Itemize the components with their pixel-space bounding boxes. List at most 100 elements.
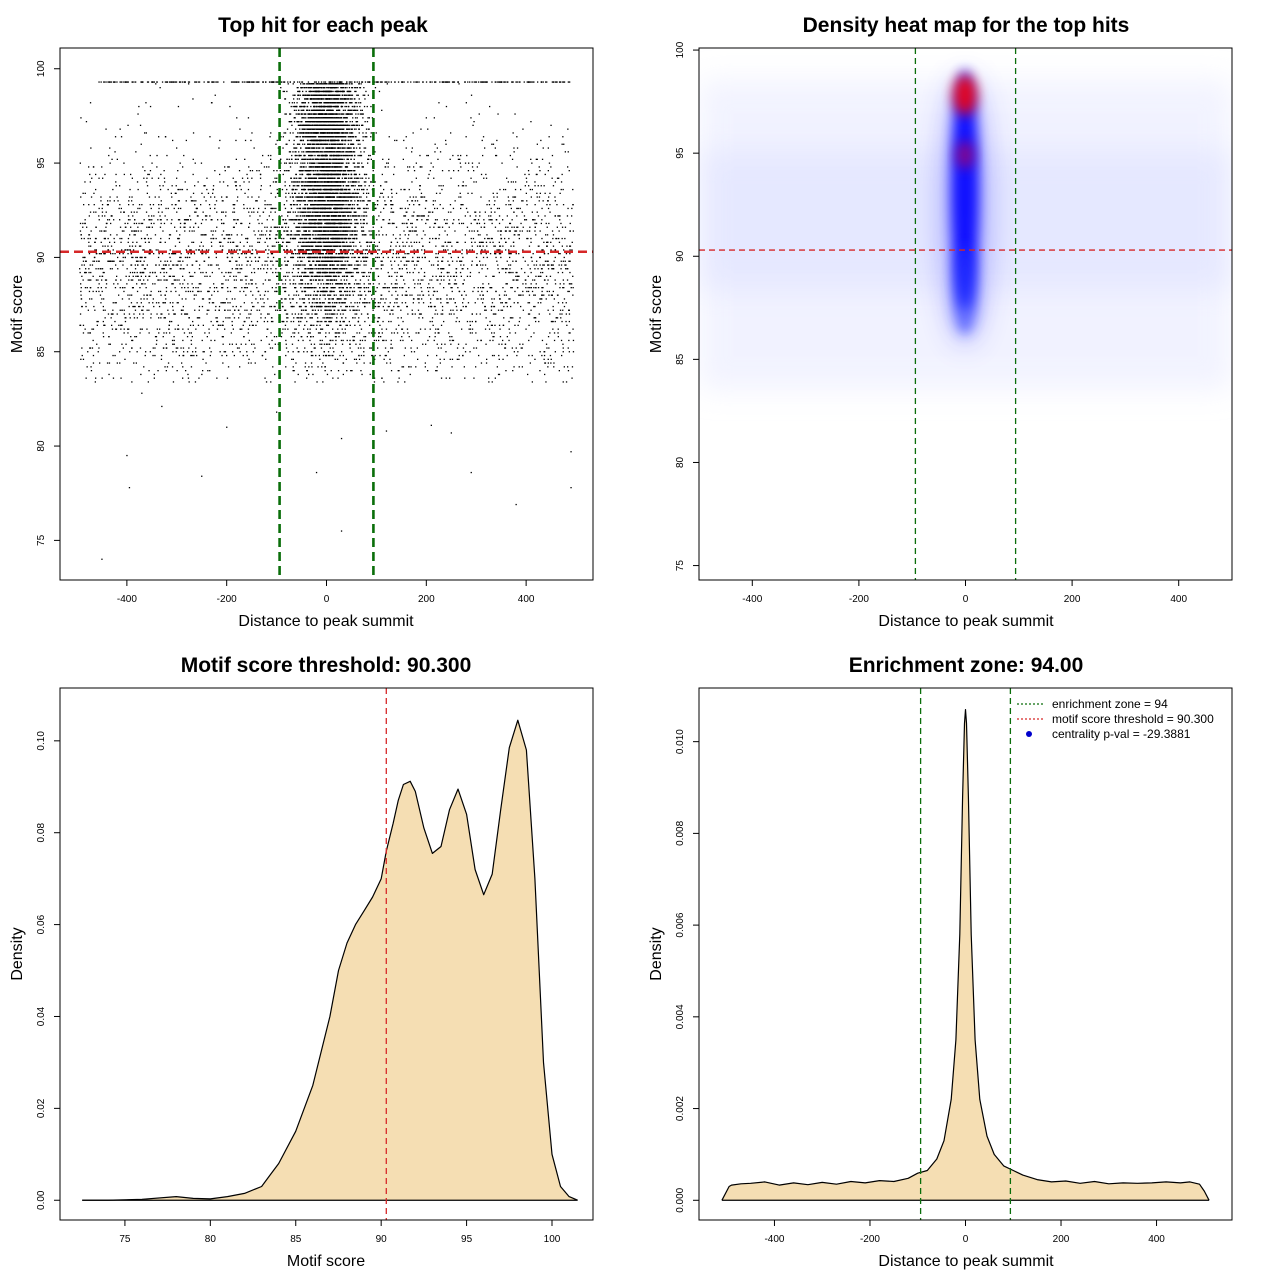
scatter-point [530,283,532,285]
scatter-point [273,336,276,338]
scatter-point [539,275,541,277]
scatter-point [450,309,452,311]
scatter-point [138,105,140,108]
scatter-point [297,256,299,259]
scatter-point [517,302,519,304]
scatter-point [105,211,107,213]
scatter-point [360,151,362,153]
scatter-point [280,234,282,236]
scatter-point [253,271,256,274]
scatter-point [471,313,473,315]
scatter-point [531,354,533,357]
scatter-point [326,373,329,376]
scatter-point [409,271,411,274]
scatter-point [539,370,541,372]
scatter-point [104,324,106,326]
scatter-point [540,275,542,277]
scatter-point [552,328,554,330]
scatter-point [454,200,456,202]
scatter-point [528,313,531,315]
scatter-point [364,339,366,342]
scatter-point [439,362,441,364]
scatter-point [257,302,259,304]
scatter-point [386,181,388,183]
scatter-point [227,366,230,368]
scatter-point [428,283,430,285]
scatter-point [166,154,168,157]
scatter-point [340,298,342,300]
scatter-point [138,279,140,281]
scatter-point [151,219,153,221]
scatter-point [98,260,100,262]
scatter-point [486,234,488,236]
scatter-point [100,287,102,289]
scatter-point [347,192,349,194]
scatter-point [392,211,395,213]
scatter-point [407,332,409,334]
scatter-point [407,166,409,168]
scatter-point [312,294,315,296]
scatter-point [98,283,100,285]
scatter-point [413,264,416,266]
scatter-point [339,320,341,323]
scatter-point [492,143,495,145]
scatter-point [560,188,562,191]
scatter-point [422,302,425,304]
scatter-point [264,234,267,236]
scatter-point [447,241,449,243]
scatter-point [152,298,154,300]
scatter-point [315,354,317,357]
scatter-point [520,222,522,225]
scatter-point [150,294,152,296]
scatter-point [359,215,361,217]
scatter-point [106,362,109,364]
scatter-point [369,324,371,326]
scatter-point [127,294,129,296]
scatter-point [548,136,550,138]
scatter-point [285,298,287,300]
scatter-point [276,192,279,194]
scatter-point [251,271,253,274]
scatter-point [134,219,136,221]
scatter-point [249,170,251,172]
scatter-point [173,275,175,277]
scatter-point [104,317,106,319]
scatter-point [120,377,122,379]
scatter-point [325,287,328,289]
scatter-point [275,234,277,236]
scatter-point [306,336,308,338]
scatter-point [226,354,228,357]
scatter-point [350,230,352,232]
scatter-point [395,253,397,255]
scatter-point [413,351,416,353]
scatter-point [386,309,388,311]
scatter-point [128,279,130,281]
scatter-point [372,170,374,172]
scatter-point [353,166,356,168]
scatter-point [294,162,296,164]
scatter-point [453,170,455,172]
scatter-point [124,358,126,360]
scatter-point [264,317,266,319]
scatter-point [506,215,508,217]
scatter-point [499,298,501,300]
scatter-point [345,249,347,251]
scatter-point [542,271,544,274]
scatter-point [394,283,397,285]
scatter-point [281,302,283,304]
scatter-point [289,211,291,213]
scatter-point [351,370,353,372]
scatter-point [350,147,352,149]
scatter-point [493,332,495,334]
scatter-point [138,222,140,225]
scatter-point [460,260,462,262]
scatter-point [100,253,102,255]
scatter-point [97,279,99,281]
scatter-point [160,200,162,202]
scatter-point [236,260,238,262]
scatter-point [209,275,211,277]
scatter-point [180,268,182,270]
scatter-point [384,354,386,357]
scatter-point [430,298,432,300]
scatter-point [127,124,129,126]
